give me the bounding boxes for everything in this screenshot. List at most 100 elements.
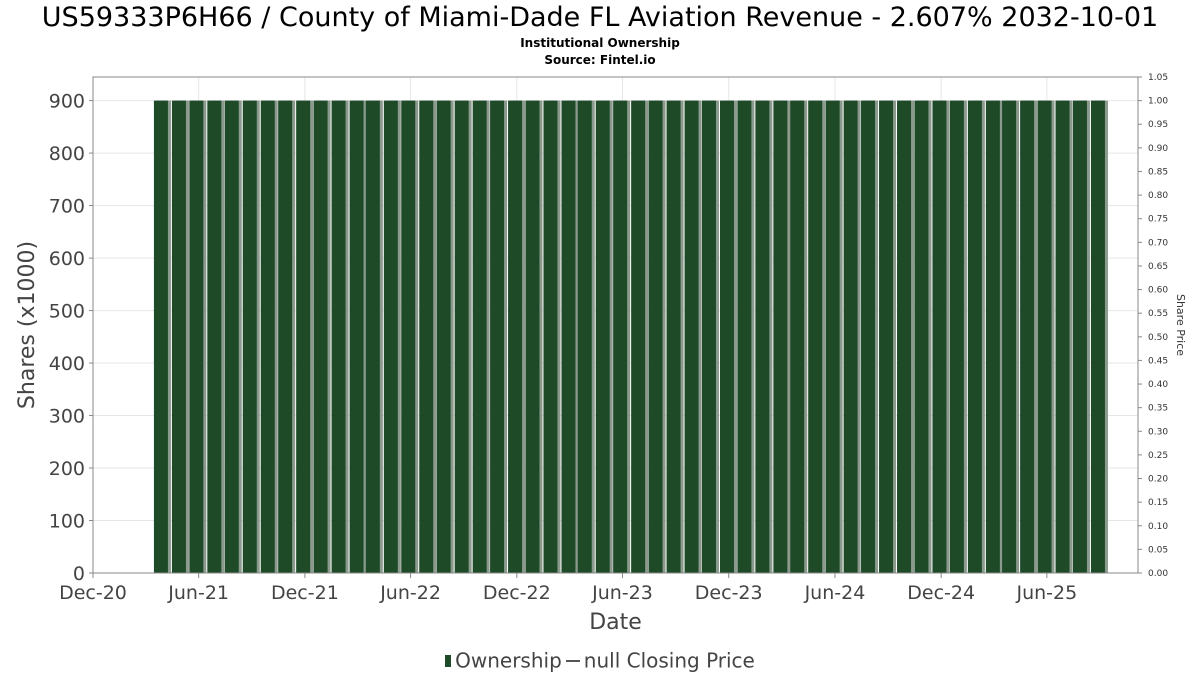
- x-tick-label: Jun-25: [1015, 582, 1077, 604]
- axis-labels: 0 100 200 300 400 500 600 700 800 900 Dec-20 Jun-21…: [15, 73, 1187, 635]
- y2-tick-label: 0.00: [1148, 569, 1168, 579]
- y-tick-label: 600: [49, 248, 85, 270]
- y2-tick-label: 0.90: [1148, 144, 1168, 154]
- ownership-bar: [543, 100, 558, 573]
- y2-tick-label: 0.30: [1148, 427, 1168, 437]
- ownership-bar: [454, 100, 469, 573]
- ownership-bar: [419, 100, 434, 573]
- y2-tick-label: 1.05: [1148, 73, 1168, 83]
- ownership-bar: [879, 100, 894, 573]
- x-tick-label: Jun-23: [591, 582, 653, 604]
- ownership-bar: [897, 100, 912, 573]
- ownership-bar: [914, 100, 929, 573]
- ownership-bar: [1055, 100, 1070, 573]
- ownership-bar: [313, 100, 328, 573]
- ownership-legend-swatch: [445, 654, 452, 667]
- ownership-bar: [365, 100, 380, 573]
- y-tick-label: 200: [49, 458, 85, 480]
- ownership-bar: [331, 100, 346, 573]
- ownership-bar: [242, 100, 257, 573]
- ownership-bar: [595, 100, 610, 573]
- x-tick-label: Dec-21: [271, 582, 339, 604]
- y-tick-label: 800: [49, 143, 85, 165]
- ownership-bar: [383, 100, 398, 573]
- ownership-bar: [171, 100, 186, 573]
- chart-source: Source: Fintel.io: [544, 53, 656, 67]
- ownership-bar: [719, 100, 734, 573]
- x-tick-label: Dec-22: [483, 582, 551, 604]
- y-tick-label: 300: [49, 406, 85, 428]
- ownership-bar: [790, 100, 805, 573]
- ownership-bar: [278, 100, 293, 573]
- ownership-bar: [525, 100, 540, 573]
- chart-title: US59333P6H66 / County of Miami-Dade FL A…: [41, 2, 1159, 33]
- ownership-bar: [349, 100, 364, 573]
- y2-tick-label: 0.95: [1148, 120, 1168, 130]
- ownership-bar: [808, 100, 823, 573]
- ownership-bar: [631, 100, 646, 573]
- y-axis-title: Shares (x1000): [15, 241, 40, 409]
- y2-tick-label: 0.80: [1148, 191, 1168, 201]
- ownership-bar: [1072, 100, 1087, 573]
- x-tick-label: Dec-24: [907, 582, 975, 604]
- ownership-bar: [260, 100, 275, 573]
- ownership-bar: [296, 100, 311, 573]
- y2-tick-label: 0.35: [1148, 404, 1168, 414]
- x-tick-label: Jun-21: [167, 582, 229, 604]
- ownership-bar: [577, 100, 592, 573]
- x-tick-label: Dec-23: [695, 582, 763, 604]
- ownership-bar: [1002, 100, 1017, 573]
- plot-frame: [92, 76, 1139, 574]
- y-tick-label: 100: [49, 511, 85, 533]
- ownership-bar: [666, 100, 681, 573]
- y2-tick-label: 0.20: [1148, 475, 1168, 485]
- x-tick-label: Jun-22: [379, 582, 441, 604]
- y2-axis-title: Share Price: [1174, 294, 1187, 356]
- ownership-bar: [401, 100, 416, 573]
- ownership-bar: [755, 100, 770, 573]
- ownership-bar: [613, 100, 628, 573]
- y2-tick-label: 0.40: [1148, 380, 1168, 390]
- price-legend-label: null Closing Price: [583, 648, 755, 673]
- ownership-bar: [224, 100, 239, 573]
- ownership-bar: [985, 100, 1000, 573]
- y2-tick-label: 0.75: [1148, 215, 1168, 225]
- y2-tick-label: 0.05: [1148, 545, 1168, 555]
- ownership-bar: [1090, 100, 1105, 573]
- chart-subtitle: Institutional Ownership: [520, 36, 680, 50]
- ownership-bar: [773, 100, 788, 573]
- y2-tick-label: 0.55: [1148, 309, 1168, 319]
- y-tick-label: 400: [49, 353, 85, 375]
- ownership-bar: [825, 100, 840, 573]
- ownership-bar: [648, 100, 663, 573]
- ownership-bar: [684, 100, 699, 573]
- y2-tick-label: 0.70: [1148, 238, 1168, 248]
- x-axis-title: Date: [589, 610, 642, 635]
- ownership-bar: [737, 100, 752, 573]
- ownership-bar: [561, 100, 576, 573]
- ownership-bar: [472, 100, 487, 573]
- ownership-bar: [1020, 100, 1035, 573]
- y-tick-label: 700: [49, 196, 85, 218]
- ownership-bar: [1037, 100, 1052, 573]
- y2-tick-label: 0.85: [1148, 167, 1168, 177]
- y2-tick-label: 0.45: [1148, 356, 1168, 366]
- y-tick-label: 900: [49, 91, 85, 113]
- ownership-bar: [967, 100, 982, 573]
- ownership-bars: [153, 100, 1108, 573]
- y2-tick-label: 0.10: [1148, 522, 1168, 532]
- ownership-bar: [701, 100, 716, 573]
- legend: Ownership null Closing Price: [0, 647, 1200, 673]
- y2-tick-label: 0.50: [1148, 333, 1168, 343]
- x-tick-label: Dec-20: [59, 582, 127, 604]
- y-tick-label: 500: [49, 301, 85, 323]
- ownership-bar: [490, 100, 505, 573]
- y2-tick-label: 0.65: [1148, 262, 1168, 272]
- ownership-bar: [861, 100, 876, 573]
- x-tick-label: Jun-24: [804, 582, 866, 604]
- axes: [89, 76, 1142, 578]
- ownership-legend-label: Ownership: [455, 648, 562, 673]
- ownership-bar: [949, 100, 964, 573]
- ownership-bar: [932, 100, 947, 573]
